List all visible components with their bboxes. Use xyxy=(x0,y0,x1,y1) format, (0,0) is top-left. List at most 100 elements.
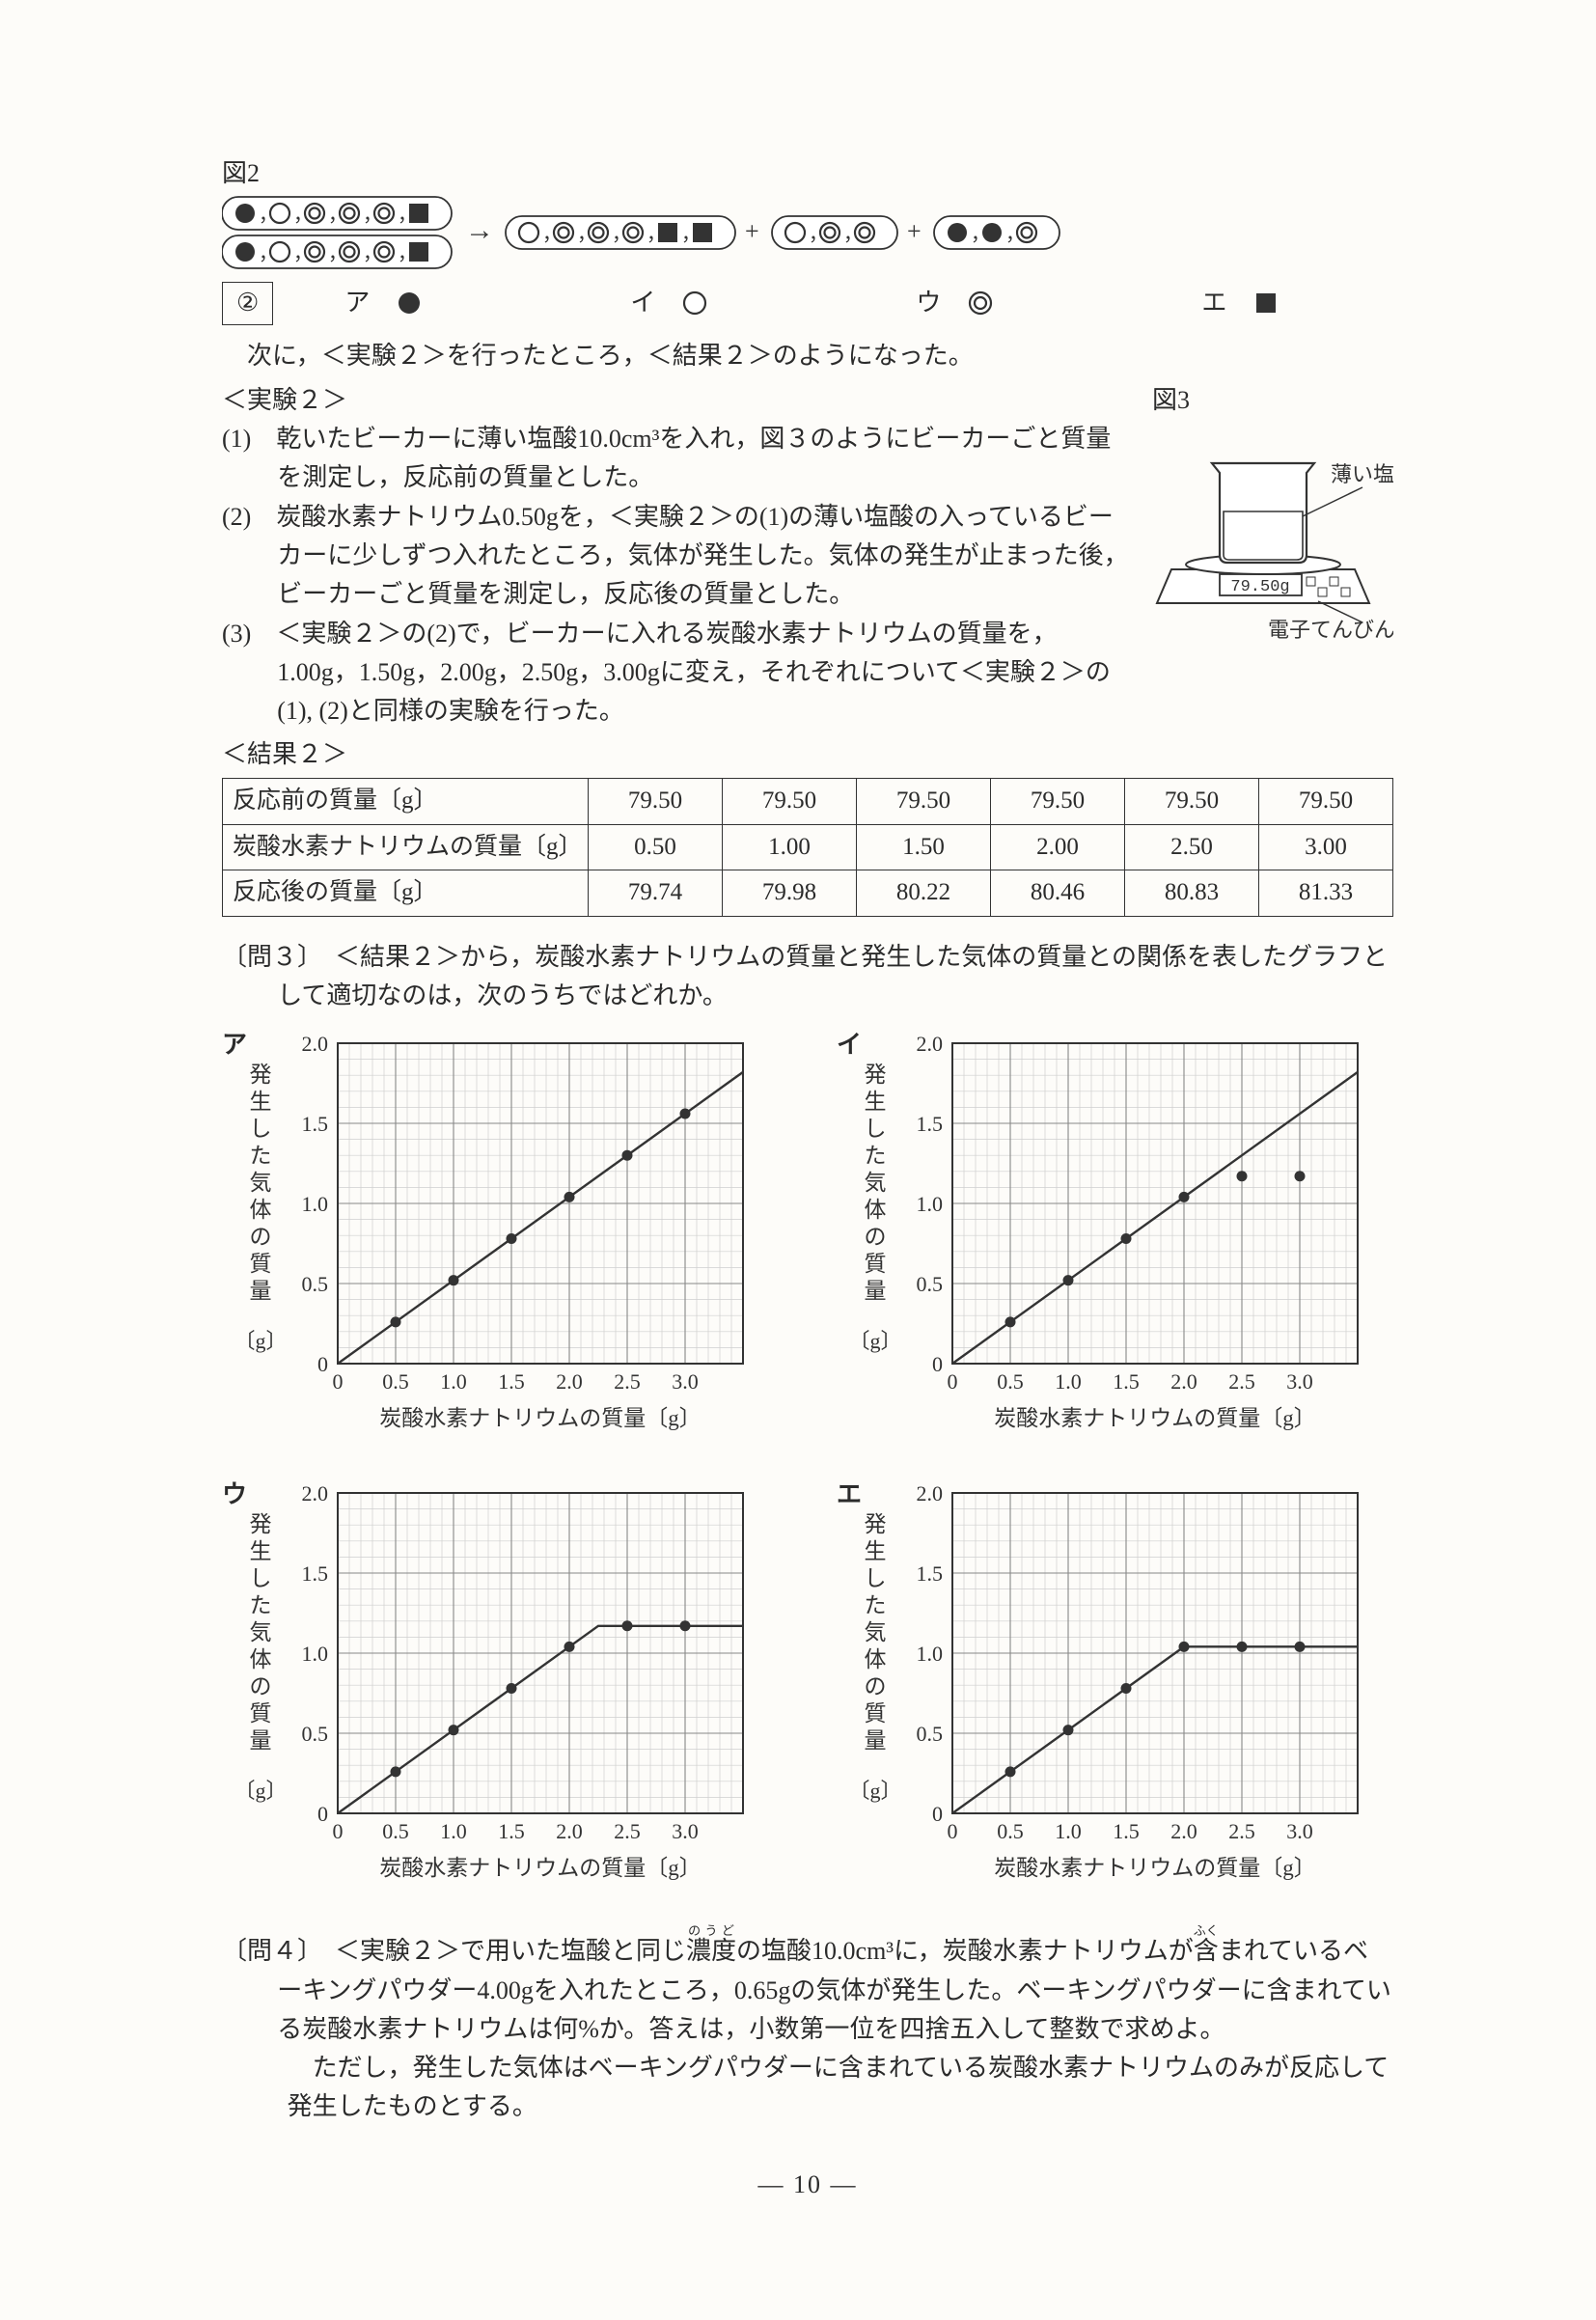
graphs-container: ア 0 0.5 1.0 1.5 2.0 2.5 3.0 0 0.5 1.0 1.5 2.0 炭酸水素ナトリ… xyxy=(222,1026,1393,1903)
svg-text:〔g〕: 〔g〕 xyxy=(234,1779,287,1803)
svg-text:2.0: 2.0 xyxy=(917,1481,944,1505)
svg-text:生: 生 xyxy=(865,1539,887,1563)
svg-text:〔g〕: 〔g〕 xyxy=(848,1329,901,1353)
svg-text:1.0: 1.0 xyxy=(440,1819,467,1843)
svg-text:発: 発 xyxy=(865,1063,887,1087)
svg-text:0.5: 0.5 xyxy=(302,1272,329,1296)
svg-text:3.0: 3.0 xyxy=(1286,1819,1313,1843)
svg-text:発: 発 xyxy=(865,1512,887,1536)
table-cell: 1.00 xyxy=(723,824,857,870)
choice-u-label: ウ xyxy=(916,284,941,322)
svg-text:炭酸水素ナトリウムの質量〔g〕: 炭酸水素ナトリウムの質量〔g〕 xyxy=(994,1856,1316,1880)
svg-text:2.0: 2.0 xyxy=(556,1369,583,1394)
svg-text:1.0: 1.0 xyxy=(1055,1819,1082,1843)
svg-text:0.5: 0.5 xyxy=(382,1819,409,1843)
svg-text:し: し xyxy=(865,1117,887,1141)
svg-text:量: 量 xyxy=(250,1279,272,1303)
choice-prefix-box: ② xyxy=(222,282,273,324)
svg-text:79.50g: 79.50g xyxy=(1230,578,1289,596)
svg-text:量: 量 xyxy=(865,1279,887,1303)
svg-text:〔g〕: 〔g〕 xyxy=(234,1329,287,1353)
svg-text:た: た xyxy=(865,1593,887,1617)
svg-text:気: 気 xyxy=(250,1171,272,1195)
svg-text:2.0: 2.0 xyxy=(1170,1369,1197,1394)
svg-text:た: た xyxy=(250,1144,272,1168)
intro-text: 次に，＜実験２＞を行ったところ，＜結果２＞のようになった。 xyxy=(222,337,1393,375)
svg-text:2.0: 2.0 xyxy=(302,1032,329,1056)
table-cell: 79.74 xyxy=(589,870,723,917)
table-cell: 81.33 xyxy=(1259,870,1393,917)
square-icon xyxy=(1253,290,1279,316)
graph-e: エ00.51.01.52.02.53.000.51.01.52.0炭酸水素ナトリ… xyxy=(837,1476,1393,1902)
svg-text:炭酸水素ナトリウムの質量〔g〕: 炭酸水素ナトリウムの質量〔g〕 xyxy=(994,1406,1316,1430)
svg-text:0: 0 xyxy=(932,1352,943,1376)
table-cell: 79.50 xyxy=(1125,778,1259,824)
svg-text:2.0: 2.0 xyxy=(917,1032,944,1056)
svg-text:炭酸水素ナトリウムの質量〔g〕: 炭酸水素ナトリウムの質量〔g〕 xyxy=(379,1856,702,1880)
graph-u-tag: ウ xyxy=(222,1476,247,1514)
svg-text:2.5: 2.5 xyxy=(614,1369,641,1394)
svg-text:電子てんびん: 電子てんびん xyxy=(1268,618,1393,642)
svg-text:2.5: 2.5 xyxy=(1228,1819,1255,1843)
graph-u: ウ00.51.01.52.02.53.000.51.01.52.0炭酸水素ナトリ… xyxy=(222,1476,779,1902)
table-cell: 80.46 xyxy=(991,870,1125,917)
svg-text:1.0: 1.0 xyxy=(302,1192,329,1216)
table-row-label: 反応後の質量〔g〕 xyxy=(223,870,589,917)
choice-i-label: イ xyxy=(630,284,655,322)
svg-text:0: 0 xyxy=(932,1802,943,1826)
svg-text:炭酸水素ナトリウムの質量〔g〕: 炭酸水素ナトリウムの質量〔g〕 xyxy=(379,1406,702,1430)
svg-text:量: 量 xyxy=(865,1728,887,1753)
svg-text:の: の xyxy=(865,1674,887,1699)
svg-text:し: し xyxy=(250,1566,272,1590)
graph-i-tag: イ xyxy=(837,1026,862,1064)
svg-text:生: 生 xyxy=(250,1539,272,1563)
double-circle-icon xyxy=(968,290,993,316)
svg-text:0: 0 xyxy=(317,1802,328,1826)
table-cell: 79.98 xyxy=(723,870,857,917)
table-cell: 79.50 xyxy=(857,778,991,824)
open-circle-icon xyxy=(682,290,707,316)
svg-text:2.0: 2.0 xyxy=(556,1819,583,1843)
svg-text:体: 体 xyxy=(865,1647,887,1671)
svg-text:質: 質 xyxy=(250,1701,272,1726)
figure-3: 図3 79.50g 薄い塩酸電子てんびん xyxy=(1152,381,1393,654)
svg-text:1.5: 1.5 xyxy=(302,1112,329,1136)
question-3: 〔問３〕 ＜結果２＞から，炭酸水素ナトリウムの質量と発生した気体の質量との関係を… xyxy=(222,938,1393,1016)
svg-text:3.0: 3.0 xyxy=(672,1819,699,1843)
svg-text:1.0: 1.0 xyxy=(302,1642,329,1666)
question-4-note: ただし，発生した気体はベーキングパウダーに含まれている炭酸水素ナトリウムのみが反… xyxy=(222,2049,1393,2127)
svg-text:生: 生 xyxy=(250,1090,272,1114)
svg-text:薄い塩酸: 薄い塩酸 xyxy=(1331,462,1393,486)
figure-2-label: 図2 xyxy=(222,154,1393,193)
svg-text:〔g〕: 〔g〕 xyxy=(848,1779,901,1803)
svg-text:の: の xyxy=(865,1225,887,1249)
svg-text:0: 0 xyxy=(333,1369,344,1394)
svg-text:0.5: 0.5 xyxy=(917,1272,944,1296)
page-number: — 10 — xyxy=(222,2166,1393,2204)
svg-text:体: 体 xyxy=(250,1647,272,1671)
question-4: 〔問４〕 ＜実験２＞で用いた塩酸と同じ濃度のうどの塩酸10.0cm³に，炭酸水素… xyxy=(222,1923,1393,2049)
exp2-title: ＜実験２＞ xyxy=(222,381,1133,420)
svg-text:1.0: 1.0 xyxy=(917,1192,944,1216)
svg-text:3.0: 3.0 xyxy=(1286,1369,1313,1394)
svg-text:1.5: 1.5 xyxy=(302,1561,329,1586)
svg-text:2.5: 2.5 xyxy=(614,1819,641,1843)
table-cell: 79.50 xyxy=(991,778,1125,824)
result2-title: ＜結果２＞ xyxy=(222,735,1393,774)
svg-text:+: + xyxy=(907,217,922,245)
svg-text:1.0: 1.0 xyxy=(917,1642,944,1666)
svg-text:1.5: 1.5 xyxy=(1113,1819,1140,1843)
svg-text:生: 生 xyxy=(865,1090,887,1114)
svg-text:2.0: 2.0 xyxy=(1170,1819,1197,1843)
table-cell: 2.50 xyxy=(1125,824,1259,870)
graph-e-tag: エ xyxy=(837,1476,862,1514)
svg-text:0: 0 xyxy=(333,1819,344,1843)
graph-a-tag: ア xyxy=(222,1026,247,1064)
svg-text:1.0: 1.0 xyxy=(1055,1369,1082,1394)
svg-text:し: し xyxy=(865,1566,887,1590)
choice-a-label: ア xyxy=(344,284,370,322)
table-row-label: 炭酸水素ナトリウムの質量〔g〕 xyxy=(223,824,589,870)
figure-3-label: 図3 xyxy=(1152,381,1393,420)
table-cell: 80.83 xyxy=(1125,870,1259,917)
table-cell: 79.50 xyxy=(1259,778,1393,824)
